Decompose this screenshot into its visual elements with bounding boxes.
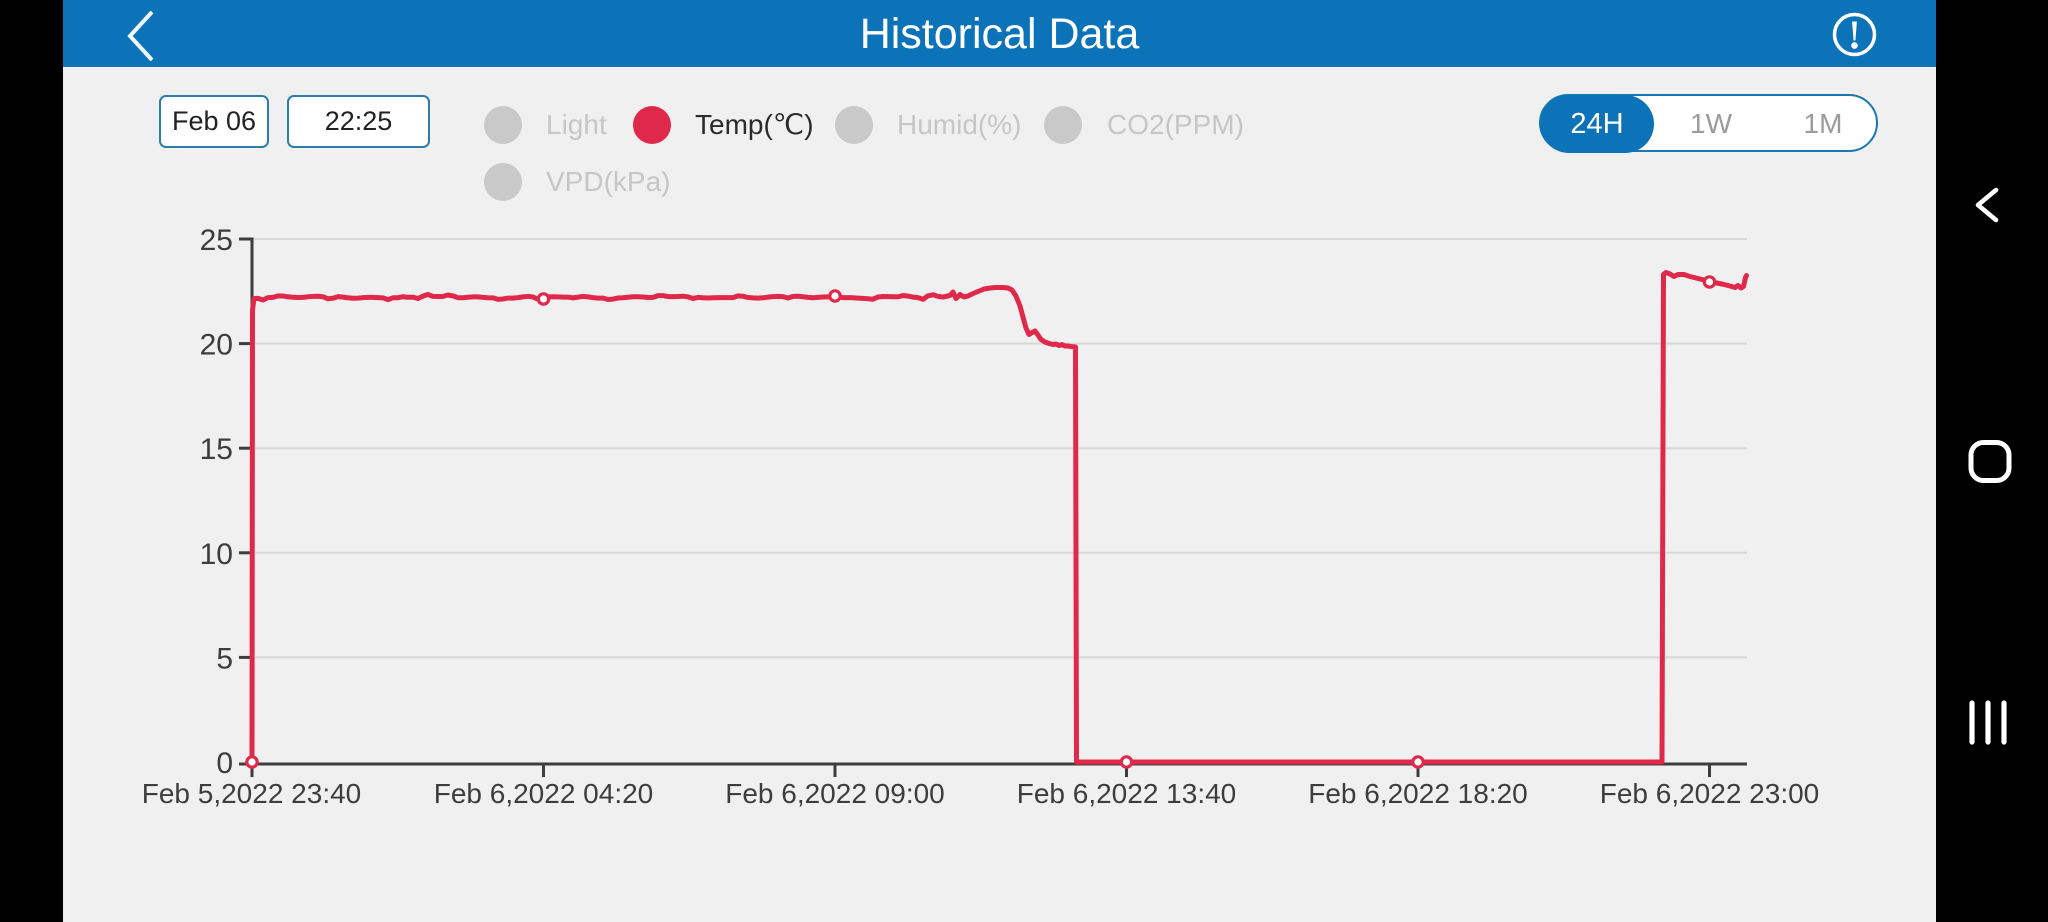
svg-text:15: 15 xyxy=(200,433,233,466)
svg-text:25: 25 xyxy=(200,224,233,257)
svg-text:10: 10 xyxy=(200,538,233,571)
svg-text:5: 5 xyxy=(216,642,233,675)
svg-text:Feb 6,2022 23:00: Feb 6,2022 23:00 xyxy=(1600,778,1820,809)
svg-text:Feb 5,2022 23:40: Feb 5,2022 23:40 xyxy=(142,778,362,809)
svg-text:0: 0 xyxy=(216,747,233,780)
svg-text:Feb 6,2022 18:20: Feb 6,2022 18:20 xyxy=(1308,778,1528,809)
svg-text:Feb 6,2022 09:00: Feb 6,2022 09:00 xyxy=(725,778,945,809)
svg-text:Feb 6,2022 04:20: Feb 6,2022 04:20 xyxy=(434,778,654,809)
svg-text:20: 20 xyxy=(200,329,233,362)
svg-text:Feb 6,2022 13:40: Feb 6,2022 13:40 xyxy=(1017,778,1237,809)
